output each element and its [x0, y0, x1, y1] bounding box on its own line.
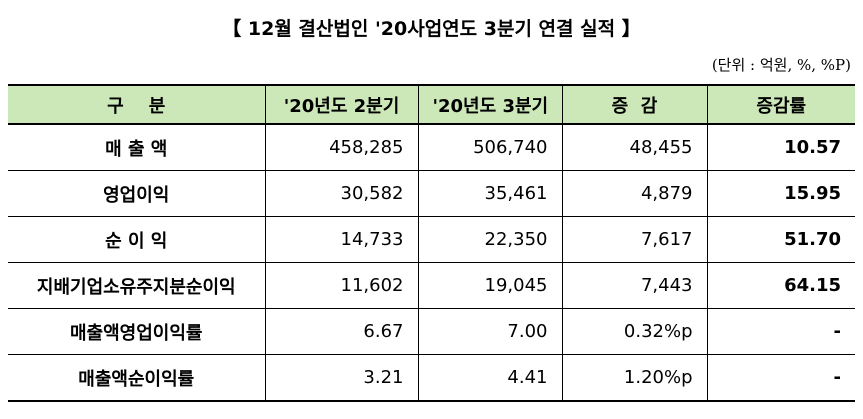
column-header: 증 감: [561, 84, 707, 125]
cell: 30,582: [264, 170, 418, 217]
cell: 64.15: [706, 262, 855, 309]
table-row: 매 출 액 458,285 506,740 48,455 10.57: [8, 124, 855, 171]
cell: 4,879: [561, 170, 707, 217]
title: 【 12월 결산법인 '20사업연도 3분기 연결 실적 】: [222, 18, 641, 40]
cell: 51.70: [706, 216, 855, 263]
cell: 3.21: [264, 354, 418, 402]
table-row: 지배기업소유주지분순이익 11,602 19,045 7,443 64.15: [8, 262, 855, 309]
cell: 10.57: [706, 124, 855, 171]
table-body: 매 출 액 458,285 506,740 48,455 10.57 영업이익 30,582…: [8, 124, 855, 402]
cell: 48,455: [561, 124, 707, 171]
cell: 0.32%p: [561, 308, 707, 355]
cell: 19,045: [417, 262, 562, 309]
cell: 6.67: [264, 308, 418, 355]
cell: 15.95: [706, 170, 855, 217]
cell: 1.20%p: [561, 354, 707, 402]
column-header: '20년도 3분기: [417, 84, 562, 125]
header-row: 구 분 '20년도 2분기 '20년도 3분기 증 감 증감률: [8, 84, 855, 125]
table-row: 매출액영업이익률 6.67 7.00 0.32%p -: [8, 308, 855, 355]
cell: 7.00: [417, 308, 562, 355]
column-header: 증감률: [706, 84, 855, 125]
cell: 458,285: [264, 124, 418, 171]
table-row: 영업이익 30,582 35,461 4,879 15.95: [8, 170, 855, 217]
column-header: '20년도 2분기: [264, 84, 418, 125]
cell: 506,740: [417, 124, 562, 171]
row-label: 매출액영업이익률: [8, 308, 265, 355]
cell: 14,733: [264, 216, 418, 263]
cell: -: [706, 354, 855, 402]
cell: 7,617: [561, 216, 707, 263]
cell: 7,443: [561, 262, 707, 309]
unit-note: (단위 : 억원, %, %P): [711, 56, 851, 74]
row-label: 매 출 액: [8, 124, 265, 171]
row-label: 지배기업소유주지분순이익: [8, 262, 265, 309]
row-label: 영업이익: [8, 170, 265, 217]
table-row: 순 이 익 14,733 22,350 7,617 51.70: [8, 216, 855, 263]
cell: 35,461: [417, 170, 562, 217]
cell: 4.41: [417, 354, 562, 402]
cell: 22,350: [417, 216, 562, 263]
row-label: 순 이 익: [8, 216, 265, 263]
column-header: 구 분: [8, 84, 265, 125]
table-row: 매출액순이익률 3.21 4.41 1.20%p -: [8, 354, 855, 402]
row-label: 매출액순이익률: [8, 354, 265, 402]
cell: 11,602: [264, 262, 418, 309]
results-table: 구 분 '20년도 2분기 '20년도 3분기 증 감 증감률 매 출 액 458,285…: [8, 84, 855, 402]
cell: -: [706, 308, 855, 355]
